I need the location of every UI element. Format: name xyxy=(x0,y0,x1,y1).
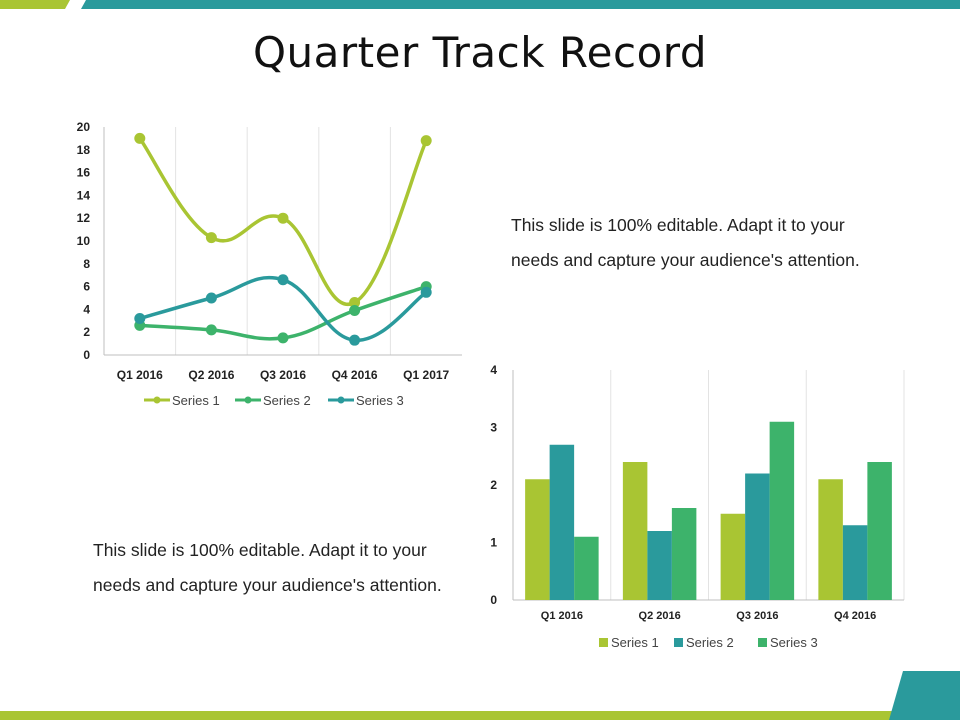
data-point xyxy=(277,212,289,224)
x-tick-label: Q1 2016 xyxy=(541,610,583,622)
bar xyxy=(745,473,770,600)
data-point xyxy=(277,274,289,286)
y-tick-label: 4 xyxy=(83,302,90,316)
data-point xyxy=(420,286,432,298)
y-tick-label: 3 xyxy=(490,421,497,435)
data-point xyxy=(420,135,432,147)
series-line xyxy=(138,275,428,342)
x-tick-label: Q1 2016 xyxy=(117,368,163,382)
legend-swatch xyxy=(599,638,608,647)
legend-label: Series 2 xyxy=(263,393,311,408)
legend-label: Series 1 xyxy=(172,393,220,408)
x-tick-label: Q4 2016 xyxy=(332,368,378,382)
bar xyxy=(867,462,892,600)
bar xyxy=(647,531,672,600)
legend-swatch xyxy=(758,638,767,647)
data-point xyxy=(205,292,217,304)
y-tick-label: 16 xyxy=(77,166,91,180)
data-point xyxy=(349,305,361,317)
y-tick-label: 6 xyxy=(83,280,90,294)
y-tick-label: 4 xyxy=(490,363,497,377)
series-line xyxy=(138,136,428,307)
bar xyxy=(549,444,575,600)
legend-marker xyxy=(244,396,252,404)
y-tick-label: 2 xyxy=(83,325,90,339)
y-tick-label: 14 xyxy=(77,188,91,202)
bar xyxy=(842,525,868,600)
y-tick-label: 12 xyxy=(77,211,91,225)
legend-label: Series 2 xyxy=(686,635,734,650)
legend-label: Series 1 xyxy=(611,635,659,650)
bar xyxy=(671,508,697,600)
legend-marker xyxy=(337,396,345,404)
bar-chart: 0 1 2 3 4 Q1 2016 Q2 2016 Q3 2016 Q4 2016 Series … xyxy=(490,363,905,650)
x-tick-label: Q1 2017 xyxy=(403,368,449,382)
data-point xyxy=(277,332,289,344)
text-block-top: This slide is 100% editable. Adapt it to… xyxy=(511,208,931,278)
text-line: This slide is 100% editable. Adapt it to… xyxy=(511,215,845,235)
bar xyxy=(818,479,843,600)
y-tick-label: 0 xyxy=(490,593,497,607)
x-tick-label: Q3 2016 xyxy=(736,610,778,622)
y-tick-label: 10 xyxy=(77,234,91,248)
data-point xyxy=(134,132,146,144)
legend-label: Series 3 xyxy=(356,393,404,408)
legend-swatch xyxy=(674,638,683,647)
data-point xyxy=(205,232,217,244)
bar xyxy=(769,421,795,600)
top-band-left xyxy=(0,0,70,9)
data-point xyxy=(349,334,361,346)
y-tick-label: 0 xyxy=(83,348,90,362)
data-point xyxy=(349,297,361,309)
y-tick-label: 20 xyxy=(77,120,91,134)
bottom-corner-accent xyxy=(889,671,960,720)
bar xyxy=(622,462,648,600)
data-point xyxy=(134,313,146,325)
slide-title: Quarter Track Record xyxy=(253,28,707,77)
bar xyxy=(720,513,746,600)
x-tick-label: Q3 2016 xyxy=(260,368,306,382)
legend-label: Series 3 xyxy=(770,635,818,650)
y-tick-label: 1 xyxy=(490,536,497,550)
data-point xyxy=(205,324,217,336)
bottom-band xyxy=(0,711,960,720)
text-block-bottom: This slide is 100% editable. Adapt it to… xyxy=(93,533,513,603)
x-tick-label: Q2 2016 xyxy=(639,610,681,622)
top-band-right xyxy=(81,0,960,9)
text-line: needs and capture your audience's attent… xyxy=(511,250,860,270)
text-line: This slide is 100% editable. Adapt it to… xyxy=(93,540,427,560)
text-line: needs and capture your audience's attent… xyxy=(93,575,442,595)
y-tick-label: 2 xyxy=(490,478,497,492)
bar xyxy=(525,479,550,600)
legend-marker xyxy=(153,396,161,404)
y-tick-label: 18 xyxy=(77,143,91,157)
x-tick-label: Q4 2016 xyxy=(834,610,876,622)
bar xyxy=(574,536,599,600)
y-tick-label: 8 xyxy=(83,257,90,271)
x-tick-label: Q2 2016 xyxy=(188,368,234,382)
line-chart: 0 2 4 6 8 10 12 14 16 18 20 Q1 2016 Q2 2016 Q3 2016 Q4… xyxy=(77,120,462,408)
